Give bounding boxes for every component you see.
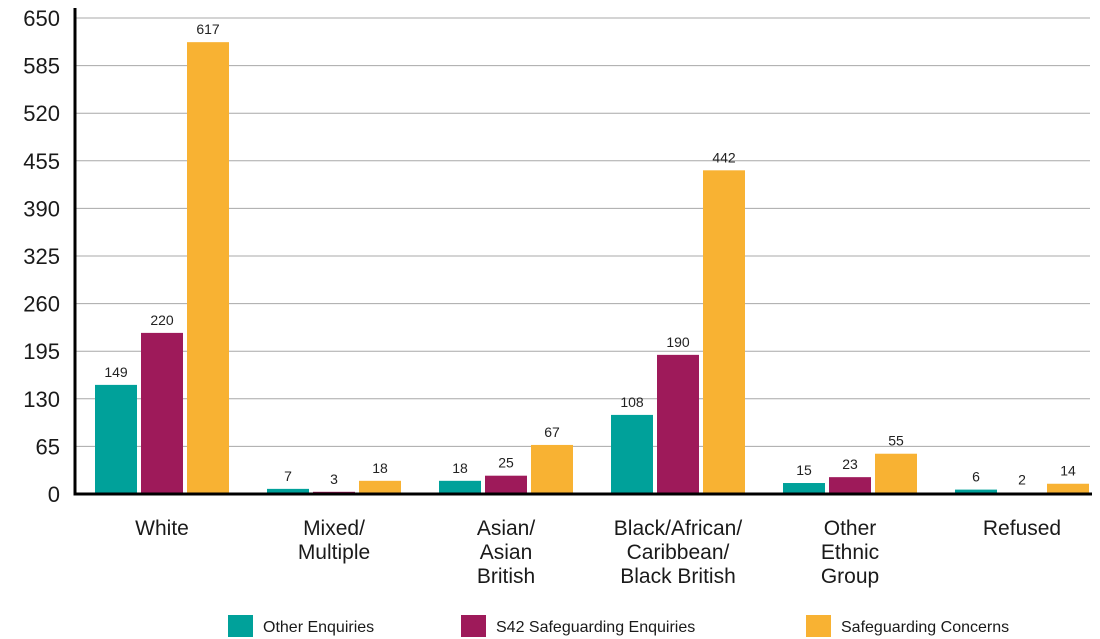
x-category-label: Asian/Asian British — [477, 517, 536, 588]
x-category-label: Refused — [983, 517, 1061, 540]
data-label: 2 — [1018, 472, 1026, 488]
data-label: 15 — [796, 462, 812, 478]
data-label: 220 — [150, 312, 174, 328]
data-label: 617 — [196, 21, 220, 37]
bar — [485, 475, 527, 494]
y-tick-label: 650 — [23, 6, 60, 31]
legend-label: S42 Safeguarding Enquiries — [496, 619, 695, 636]
bar — [955, 489, 997, 494]
y-tick-label: 520 — [23, 101, 60, 126]
bar — [359, 480, 401, 494]
y-tick-label: 130 — [23, 387, 60, 412]
data-labels: 149 7 18 108 15 6 220 3 25 190 23 2 617 18 67 442 55 14 — [104, 21, 1076, 487]
bar — [267, 488, 309, 494]
y-tick-label: 325 — [23, 244, 60, 269]
bar — [141, 332, 183, 494]
x-axis-category-labels: White Mixed/Multiple Asian/Asian British Bla… — [135, 517, 1061, 588]
bar — [703, 170, 745, 494]
bar — [1047, 483, 1089, 494]
y-tick-label: 65 — [36, 434, 60, 459]
legend-label: Safeguarding Concerns — [841, 619, 1009, 636]
data-label: 149 — [104, 364, 128, 380]
y-axis-tick-labels: 0 65 130 195 260 325 390 455 520 585 650 — [23, 6, 60, 507]
data-label: 108 — [620, 394, 644, 410]
legend-swatch — [806, 615, 831, 637]
data-label: 18 — [372, 460, 388, 476]
data-label: 18 — [452, 460, 468, 476]
bar — [783, 483, 825, 494]
data-label: 23 — [842, 456, 858, 472]
y-tick-label: 0 — [48, 482, 60, 507]
data-label: 190 — [666, 334, 690, 350]
bar — [439, 480, 481, 494]
bar — [875, 453, 917, 494]
gridlines — [75, 17, 1090, 447]
data-label: 7 — [284, 468, 292, 484]
legend-swatch — [228, 615, 253, 637]
data-label: 442 — [712, 149, 736, 165]
x-category-label: Black/African/Caribbean/Black British — [614, 517, 743, 588]
bar — [657, 354, 699, 494]
x-category-label: White — [135, 517, 189, 540]
legend-swatch — [461, 615, 486, 637]
bar — [531, 444, 573, 494]
data-label: 6 — [972, 469, 980, 485]
x-category-label: Other Ethnic Group — [821, 517, 879, 588]
legend: Other Enquiries S42 Safeguarding Enquirie… — [228, 615, 1009, 637]
bar — [829, 477, 871, 494]
data-label: 55 — [888, 433, 904, 449]
data-label: 14 — [1060, 463, 1076, 479]
y-tick-label: 455 — [23, 149, 60, 174]
y-tick-label: 390 — [23, 196, 60, 221]
legend-label: Other Enquiries — [263, 619, 374, 636]
y-tick-label: 585 — [23, 54, 60, 79]
y-tick-label: 195 — [23, 339, 60, 364]
data-label: 25 — [498, 455, 514, 471]
bars — [95, 42, 1089, 495]
bar — [611, 414, 653, 494]
bar — [95, 384, 137, 494]
axes — [73, 8, 1092, 496]
y-tick-label: 260 — [23, 292, 60, 317]
bar — [187, 42, 229, 495]
data-label: 3 — [330, 471, 338, 487]
data-label: 67 — [544, 424, 560, 440]
x-category-label: Mixed/Multiple — [298, 517, 370, 564]
